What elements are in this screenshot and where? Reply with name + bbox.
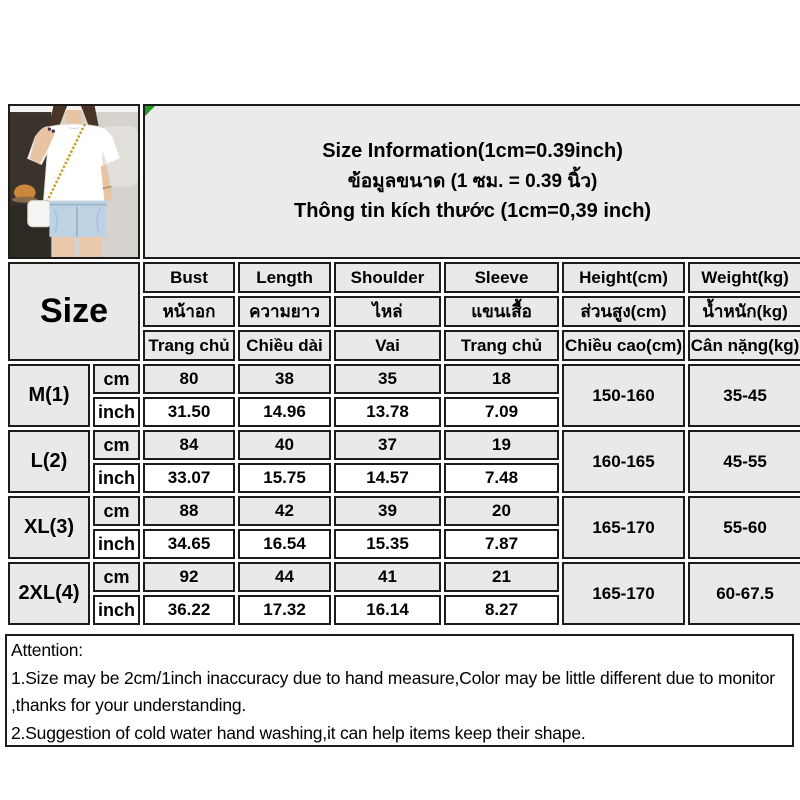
size-label-l: L(2) — [8, 430, 90, 493]
table-row-2xl-inch: inch 36.22 17.32 16.14 8.27 — [8, 595, 800, 625]
col-header-shoulder-en: Shoulder — [334, 262, 442, 293]
cell-2xl-sleeve-cm: 21 — [444, 562, 560, 592]
cell-l-sleeve-inch: 7.48 — [444, 463, 560, 493]
col-header-length-en: Length — [238, 262, 332, 293]
col-header-shoulder-vi: Vai — [334, 330, 442, 361]
title-vietnamese: Thông tin kích thước (1cm=0,39 inch) — [294, 200, 652, 223]
cell-2xl-shoulder-inch: 16.14 — [334, 595, 442, 625]
col-header-weight-th: น้ำหนัก(kg) — [688, 296, 800, 327]
table-row-m-cm: M(1) cm 80 38 35 18 150-160 35-45 — [8, 364, 800, 427]
unit-label-cm: cm — [93, 430, 141, 460]
product-photo-illustration — [10, 106, 139, 257]
unit-label-inch: inch — [93, 463, 141, 493]
col-header-sleeve-en: Sleeve — [444, 262, 560, 293]
cell-xl-shoulder-inch: 15.35 — [334, 529, 442, 559]
size-label-m: M(1) — [8, 364, 90, 427]
col-header-length-th: ความยาว — [238, 296, 332, 327]
col-header-sleeve-th: แขนเสื้อ — [444, 296, 560, 327]
cell-m-bust-cm: 80 — [143, 364, 236, 394]
cell-m-bust-inch: 31.50 — [143, 397, 236, 427]
cell-2xl-length-inch: 17.32 — [238, 595, 332, 625]
col-header-sleeve-vi: Trang chủ — [444, 330, 560, 361]
size-column-header: Size — [8, 262, 141, 361]
unit-label-inch: inch — [93, 595, 141, 625]
col-header-weight-vi: Cân nặng(kg) — [688, 330, 800, 361]
table-row-m-inch: inch 31.50 14.96 13.78 7.09 — [8, 397, 800, 427]
cell-2xl-shoulder-cm: 41 — [334, 562, 442, 592]
product-photo — [8, 104, 141, 259]
col-header-bust-th: หน้าอก — [143, 296, 236, 327]
table-row-xl-inch: inch 34.65 16.54 15.35 7.87 — [8, 529, 800, 559]
attention-heading: Attention: — [11, 640, 83, 660]
cell-2xl-height: 165-170 — [562, 562, 686, 625]
cell-m-length-inch: 14.96 — [238, 397, 332, 427]
cell-xl-bust-inch: 34.65 — [143, 529, 236, 559]
cell-2xl-sleeve-inch: 8.27 — [444, 595, 560, 625]
table-row-l-cm: L(2) cm 84 40 37 19 160-165 45-55 — [8, 430, 800, 493]
cell-m-weight: 35-45 — [688, 364, 800, 427]
unit-label-cm: cm — [93, 562, 141, 592]
corner-marker-icon — [145, 106, 156, 116]
cell-2xl-bust-inch: 36.22 — [143, 595, 236, 625]
cell-xl-shoulder-cm: 39 — [334, 496, 442, 526]
cell-m-shoulder-cm: 35 — [334, 364, 442, 394]
cell-m-sleeve-cm: 18 — [444, 364, 560, 394]
cell-xl-sleeve-inch: 7.87 — [444, 529, 560, 559]
cell-l-sleeve-cm: 19 — [444, 430, 560, 460]
size-table: Size Information(1cm=0.39inch) ข้อมูลขนา… — [5, 101, 800, 628]
unit-label-inch: inch — [93, 529, 141, 559]
col-header-height-en: Height(cm) — [562, 262, 686, 293]
cell-l-bust-cm: 84 — [143, 430, 236, 460]
cell-l-length-inch: 15.75 — [238, 463, 332, 493]
col-header-height-vi: Chiều cao(cm) — [562, 330, 686, 361]
table-row-xl-cm: XL(3) cm 88 42 39 20 165-170 55-60 — [8, 496, 800, 559]
unit-label-inch: inch — [93, 397, 141, 427]
cell-m-height: 150-160 — [562, 364, 686, 427]
attention-item-1: 1.Size may be 2cm/1inch inaccuracy due t… — [11, 667, 775, 716]
col-header-bust-en: Bust — [143, 262, 236, 293]
cell-xl-length-cm: 42 — [238, 496, 332, 526]
attention-item-2: 2.Suggestion of cold water hand washing,… — [11, 722, 586, 743]
cell-m-sleeve-inch: 7.09 — [444, 397, 560, 427]
cell-xl-bust-cm: 88 — [143, 496, 236, 526]
cell-l-length-cm: 40 — [238, 430, 332, 460]
title-english: Size Information(1cm=0.39inch) — [322, 139, 623, 162]
cell-m-length-cm: 38 — [238, 364, 332, 394]
cell-l-height: 160-165 — [562, 430, 686, 493]
col-header-shoulder-th: ไหล่ — [334, 296, 442, 327]
size-info-title-block: Size Information(1cm=0.39inch) ข้อมูลขนา… — [143, 104, 800, 259]
table-row-2xl-cm: 2XL(4) cm 92 44 41 21 165-170 60-67.5 — [8, 562, 800, 625]
table-row-l-inch: inch 33.07 15.75 14.57 7.48 — [8, 463, 800, 493]
cell-2xl-length-cm: 44 — [238, 562, 332, 592]
unit-label-cm: cm — [93, 364, 141, 394]
cell-xl-weight: 55-60 — [688, 496, 800, 559]
col-header-bust-vi: Trang chủ — [143, 330, 236, 361]
cell-xl-length-inch: 16.54 — [238, 529, 332, 559]
cell-l-shoulder-cm: 37 — [334, 430, 442, 460]
cell-xl-sleeve-cm: 20 — [444, 496, 560, 526]
attention-note-box: Attention: 1.Size may be 2cm/1inch inacc… — [5, 634, 794, 747]
col-header-height-th: ส่วนสูง(cm) — [562, 296, 686, 327]
title-thai: ข้อมูลขนาด (1 ซม. = 0.39 นิ้ว) — [347, 170, 598, 192]
col-header-length-vi: Chiều dài — [238, 330, 332, 361]
col-header-weight-en: Weight(kg) — [688, 262, 800, 293]
size-label-xl: XL(3) — [8, 496, 90, 559]
cell-2xl-bust-cm: 92 — [143, 562, 236, 592]
unit-label-cm: cm — [93, 496, 141, 526]
cell-2xl-weight: 60-67.5 — [688, 562, 800, 625]
cell-l-shoulder-inch: 14.57 — [334, 463, 442, 493]
cell-m-shoulder-inch: 13.78 — [334, 397, 442, 427]
size-label-2xl: 2XL(4) — [8, 562, 90, 625]
cell-l-weight: 45-55 — [688, 430, 800, 493]
cell-xl-height: 165-170 — [562, 496, 686, 559]
cell-l-bust-inch: 33.07 — [143, 463, 236, 493]
